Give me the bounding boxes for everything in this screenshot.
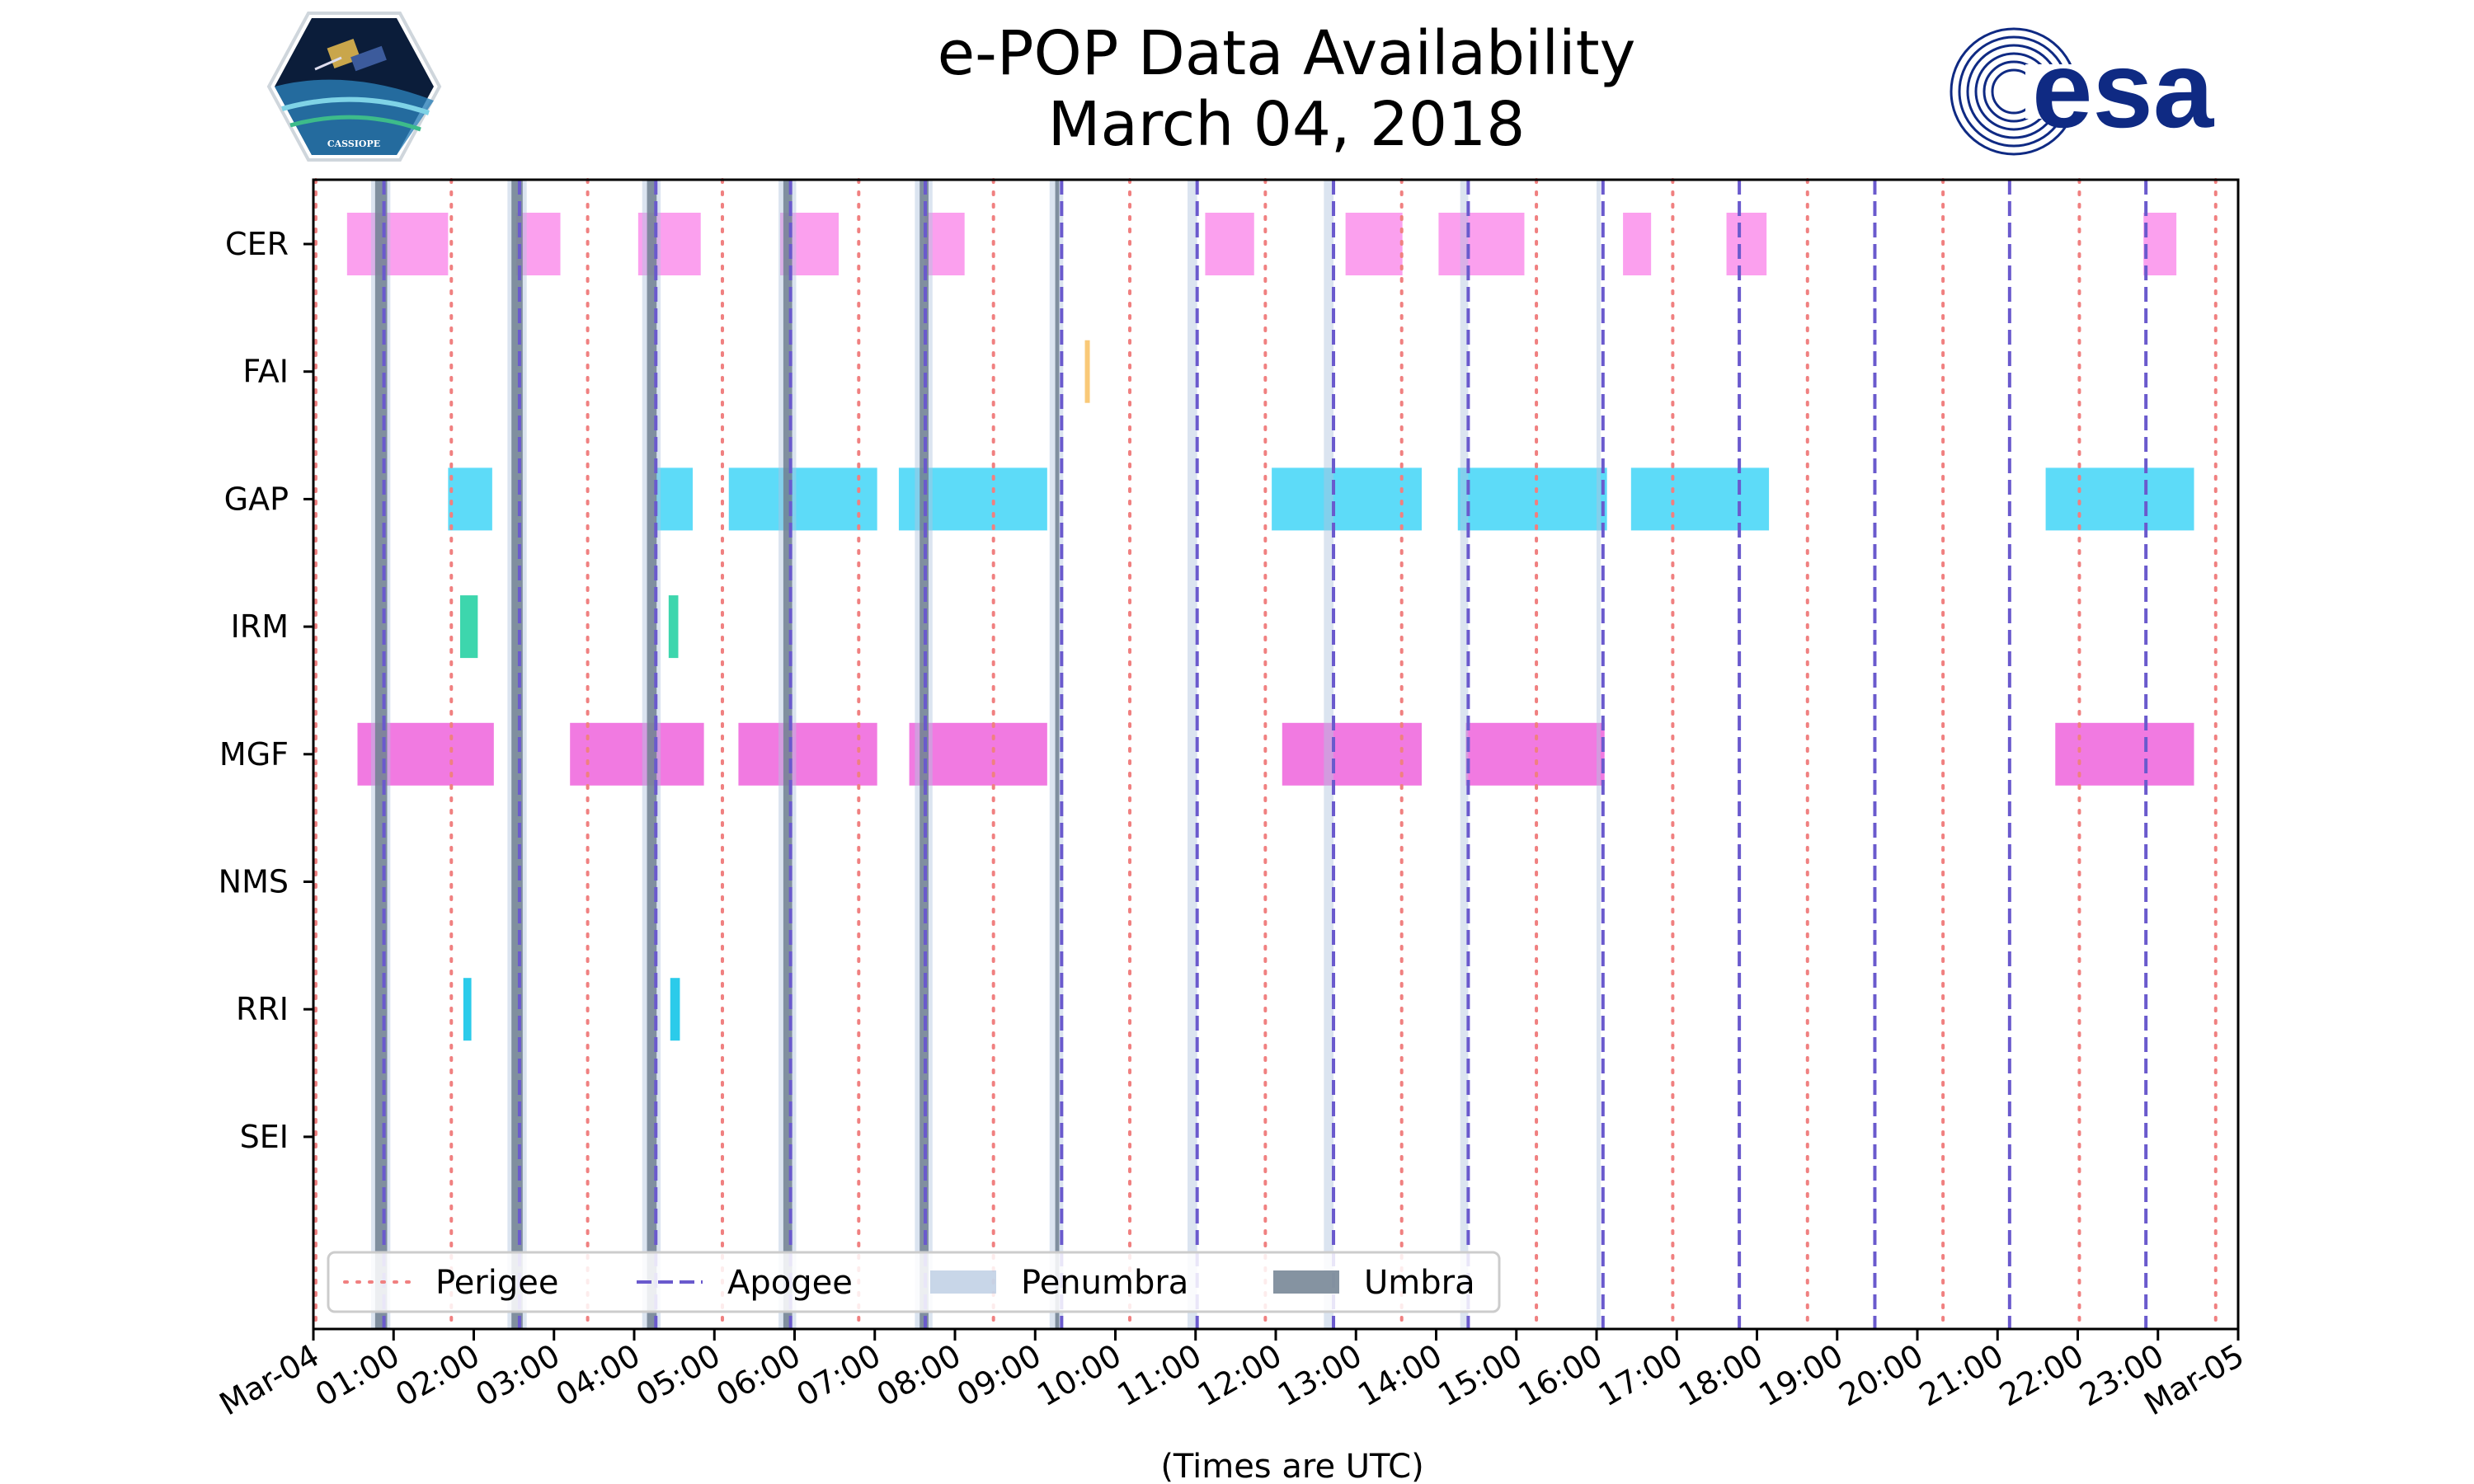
bar-irm [668, 595, 679, 659]
umbra-band [1055, 180, 1060, 1329]
y-tick-label-gap: GAP [224, 481, 289, 517]
x-tick-label: 15:00 [1432, 1337, 1528, 1414]
chart-title: e-POP Data Availability [937, 18, 1636, 89]
bar-cer [924, 213, 965, 275]
x-tick-label: 16:00 [1512, 1337, 1609, 1414]
cassiope-mission-logo: CASSIOPE [266, 12, 442, 162]
x-tick-label: 22:00 [1993, 1337, 2090, 1414]
bar-irm [459, 595, 478, 659]
legend-items: Perigee Apogee Penumbra Umbra [343, 1264, 1475, 1302]
x-tick-label: 05:00 [630, 1337, 727, 1414]
legend-swatch-penumbra [930, 1270, 996, 1294]
bar-cer [1726, 213, 1767, 275]
bar-gap [2045, 467, 2194, 531]
penumbra-band [1188, 180, 1197, 1329]
bar-gap [1457, 467, 1607, 531]
bar-cer [1345, 213, 1403, 275]
x-tick-label: 04:00 [550, 1337, 647, 1414]
legend-label-apogee: Apogee [727, 1264, 853, 1302]
x-tick-label: 18:00 [1672, 1337, 1769, 1414]
chart-title-block: e-POP Data Availability March 04, 2018 [0, 18, 2474, 160]
bar-gap [1630, 467, 1770, 531]
legend-label-umbra: Umbra [1364, 1264, 1475, 1302]
x-tick-label: Mar-04 [214, 1337, 326, 1423]
y-tick-label-rri: RRI [236, 991, 289, 1027]
esa-logo: esa [1950, 27, 2215, 156]
bar-cer [1623, 213, 1652, 275]
penumbra-band [1324, 180, 1334, 1329]
bar-mgf [738, 722, 877, 786]
y-tick-label-sei: SEI [240, 1119, 289, 1155]
x-tick-label: 14:00 [1352, 1337, 1448, 1414]
x-tick-label: 01:00 [309, 1337, 406, 1414]
penumbra-band [1460, 180, 1469, 1329]
x-tick-label: 10:00 [1031, 1337, 1127, 1414]
x-tick-label: 03:00 [469, 1337, 566, 1414]
x-tick-label: 17:00 [1592, 1337, 1689, 1414]
bar-gap [656, 467, 693, 531]
penumbra-band [1597, 180, 1601, 1329]
x-tick-label: 06:00 [710, 1337, 807, 1414]
bar-mgf [570, 722, 704, 786]
legend-label-perigee: Perigee [435, 1264, 558, 1302]
bar-cer [516, 213, 561, 275]
bar-gap [728, 467, 877, 531]
y-axis: CER FAI GAP IRM MGF NMS RRI SEI [219, 226, 313, 1155]
bar-rri [463, 978, 472, 1041]
bar-rri [670, 978, 680, 1041]
y-tick-label-irm: IRM [231, 608, 289, 645]
x-tick-label: 07:00 [790, 1337, 887, 1414]
x-tick-label: 08:00 [871, 1337, 967, 1414]
x-tick-label: 12:00 [1192, 1337, 1288, 1414]
esa-wordmark: esa [2032, 29, 2215, 150]
x-tick-label: 20:00 [1833, 1337, 1930, 1414]
legend-label-penumbra: Penumbra [1021, 1264, 1188, 1302]
legend: Perigee Apogee Penumbra Umbra [327, 1251, 1501, 1313]
legend-frame [327, 1251, 1501, 1313]
x-tick-label: 13:00 [1272, 1337, 1368, 1414]
bar-mgf [1282, 722, 1422, 786]
x-tick-label: 19:00 [1752, 1337, 1849, 1414]
x-tick-label: 11:00 [1111, 1337, 1207, 1414]
y-tick-label-cer: CER [225, 226, 289, 262]
x-axis-label: (Times are UTC) [1160, 1448, 1423, 1484]
logo-left-text: CASSIOPE [327, 139, 380, 149]
orbit-event-lines [313, 178, 2218, 1331]
bar-gap [448, 467, 492, 531]
satellite-icon [314, 38, 387, 72]
y-tick-label-mgf: MGF [219, 736, 289, 773]
bar-mgf [2055, 722, 2194, 786]
y-tick-label-fai: FAI [242, 354, 289, 390]
x-tick-label: 09:00 [951, 1337, 1047, 1414]
bar-cer [346, 213, 449, 275]
x-tick-label: 02:00 [389, 1337, 486, 1414]
y-tick-label-nms: NMS [219, 864, 289, 900]
x-tick-label: 21:00 [1913, 1337, 2010, 1414]
bar-mgf [909, 722, 1047, 786]
bar-cer [1205, 213, 1254, 275]
chart-subtitle: March 04, 2018 [1047, 89, 1526, 160]
x-axis: Mar-0401:0002:0003:0004:0005:0006:0007:0… [214, 1329, 2251, 1422]
bar-gap [1272, 467, 1422, 531]
umbra-band [783, 180, 793, 1329]
legend-swatch-umbra [1273, 1270, 1339, 1294]
umbra-band [920, 180, 929, 1329]
bar-fai [1084, 340, 1090, 403]
bar-cer [2143, 213, 2177, 275]
bar-cer [1438, 213, 1525, 275]
instrument-bars [346, 213, 2194, 1041]
umbra-band [647, 180, 657, 1329]
